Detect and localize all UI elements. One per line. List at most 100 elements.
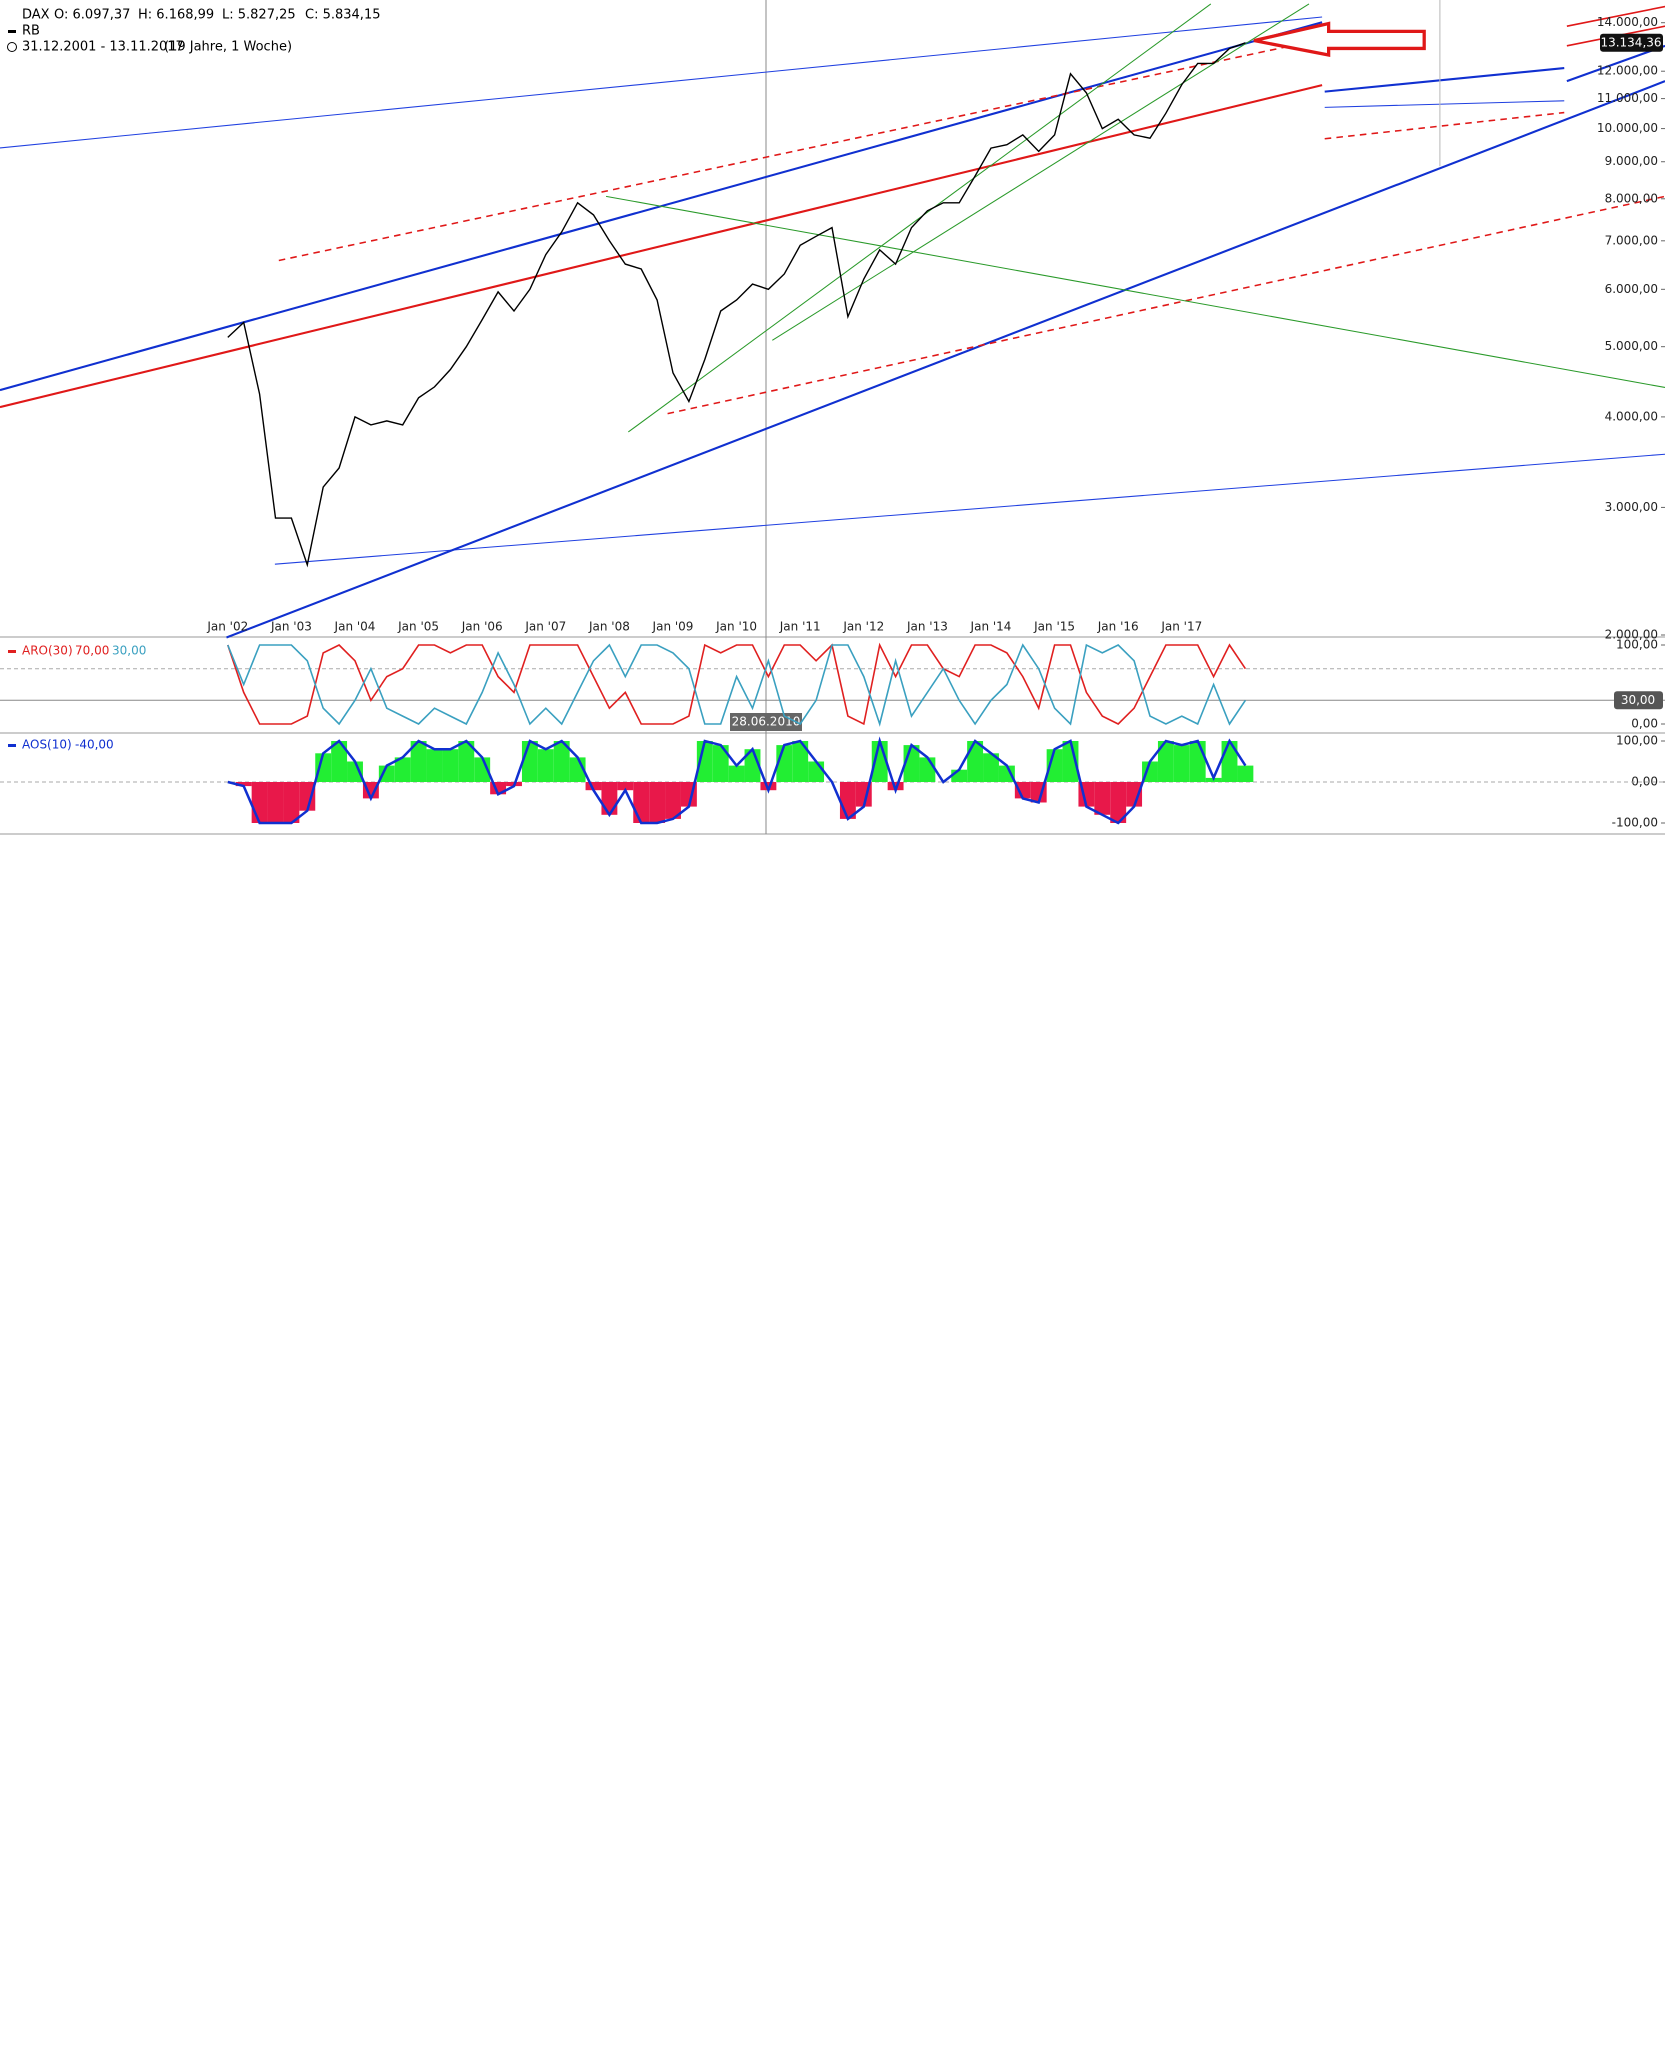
- bar: [267, 782, 284, 823]
- trendline: [0, 16, 1323, 149]
- bar: [617, 782, 634, 791]
- bar: [887, 782, 904, 791]
- y-tick-label: 3.000,00: [1605, 500, 1658, 514]
- cursor-badge: [730, 713, 802, 731]
- x-tick-label: Jan '10: [715, 620, 757, 634]
- close: C: 5.834,15: [305, 8, 380, 23]
- y-tick-label: 12.000,00: [1597, 64, 1658, 78]
- bar: [1189, 741, 1206, 782]
- bar: [283, 782, 300, 823]
- y-tick-label: 100,00: [1616, 734, 1658, 748]
- y-tick-label: 100,00: [1616, 638, 1658, 652]
- symbol: DAX: [22, 8, 50, 23]
- bar: [601, 782, 618, 815]
- bar: [315, 753, 332, 782]
- bar: [1237, 765, 1254, 782]
- low: L: 5.827,25: [222, 8, 296, 23]
- bar: [712, 745, 729, 782]
- bar: [235, 782, 252, 787]
- bar: [553, 741, 570, 782]
- trendline: [605, 195, 1665, 388]
- bar: [521, 741, 538, 782]
- bar: [998, 765, 1015, 782]
- trendline: [772, 3, 1310, 341]
- y-tick-label: 4.000,00: [1605, 409, 1658, 423]
- bar: [331, 741, 348, 782]
- bar: [760, 782, 777, 791]
- bar: [919, 757, 936, 782]
- y-tick-label: 10.000,00: [1597, 121, 1658, 135]
- bar: [1014, 782, 1031, 799]
- series-line: [227, 642, 1247, 726]
- bar: [1221, 741, 1238, 782]
- bar: [537, 749, 554, 782]
- bar: [665, 782, 681, 819]
- trendlines: [0, 0, 1665, 639]
- trendline: [274, 453, 1665, 565]
- bar: [347, 761, 363, 782]
- x-tick-label: Jan '16: [1097, 620, 1139, 634]
- bar: [633, 782, 650, 823]
- last-value-badge: [1600, 33, 1663, 52]
- x-tick-label: Jan '05: [397, 620, 439, 634]
- bar: [951, 769, 968, 782]
- x-tick-label: Jan '09: [652, 620, 694, 634]
- bar: [1173, 745, 1190, 782]
- date-range: 31.12.2001 - 13.11.2017: [22, 40, 184, 55]
- bar: [983, 753, 999, 782]
- oscillator-line: [227, 736, 1247, 825]
- y-tick-label: 9.000,00: [1605, 154, 1658, 168]
- y-tick-label: 5.000,00: [1605, 339, 1658, 353]
- bar: [251, 782, 268, 823]
- bar: [1126, 782, 1143, 807]
- x-tick-label: Jan '12: [842, 620, 884, 634]
- y-tick-label: 0,00: [1631, 717, 1658, 731]
- bar: [585, 782, 602, 791]
- aro-title: ARO(30): [22, 644, 73, 658]
- legend-swatch: [8, 30, 16, 33]
- level-badge-label: 30,00: [1621, 693, 1655, 707]
- bar: [442, 749, 459, 782]
- bar: [1062, 741, 1079, 782]
- bar: [1142, 761, 1158, 782]
- trendline: [667, 195, 1665, 415]
- trendline: [0, 84, 1323, 409]
- y-tick-label: -100,00: [1612, 816, 1658, 830]
- aos-title: AOS(10): [22, 738, 72, 752]
- bar: [1157, 741, 1174, 782]
- bar: [378, 765, 395, 782]
- trendline: [278, 38, 1323, 262]
- x-tick-label: Jan '07: [524, 620, 566, 634]
- bar: [1110, 782, 1127, 823]
- bar: [649, 782, 666, 823]
- y-tick-label: 2.000,00: [1605, 628, 1658, 642]
- x-tick-label: Jan '04: [334, 620, 376, 634]
- x-tick-label: Jan '15: [1033, 620, 1075, 634]
- bar: [792, 741, 809, 782]
- open: O: 6.097,37: [54, 8, 130, 23]
- legend-swatch: [8, 650, 16, 653]
- bar: [299, 782, 316, 811]
- trendline: [226, 80, 1665, 639]
- y-tick-label: 11.000,00: [1597, 91, 1658, 105]
- x-tick-label: Jan '14: [970, 620, 1012, 634]
- high: H: 6.168,99: [138, 8, 214, 23]
- date-span: (19 Jahre, 1 Woche): [164, 40, 292, 55]
- arrow-annotation: [1253, 21, 1426, 57]
- series-line: [227, 42, 1246, 568]
- bar: [1094, 782, 1111, 815]
- x-tick-label: Jan '11: [779, 620, 821, 634]
- legend-entry: 30,00: [112, 644, 146, 658]
- x-tick-label: Jan '17: [1160, 620, 1202, 634]
- bar: [410, 741, 427, 782]
- x-tick-label: Jan '08: [588, 620, 630, 634]
- y-tick-label: 8.000,00: [1605, 191, 1658, 205]
- bar: [1046, 749, 1063, 782]
- bar: [696, 741, 713, 782]
- y-tick-label: 6.000,00: [1605, 282, 1658, 296]
- trendline: [1324, 111, 1565, 140]
- bar: [426, 749, 443, 782]
- x-tick-label: Jan '02: [206, 620, 248, 634]
- bar: [458, 741, 475, 782]
- y-tick-label: 0,00: [1631, 775, 1658, 789]
